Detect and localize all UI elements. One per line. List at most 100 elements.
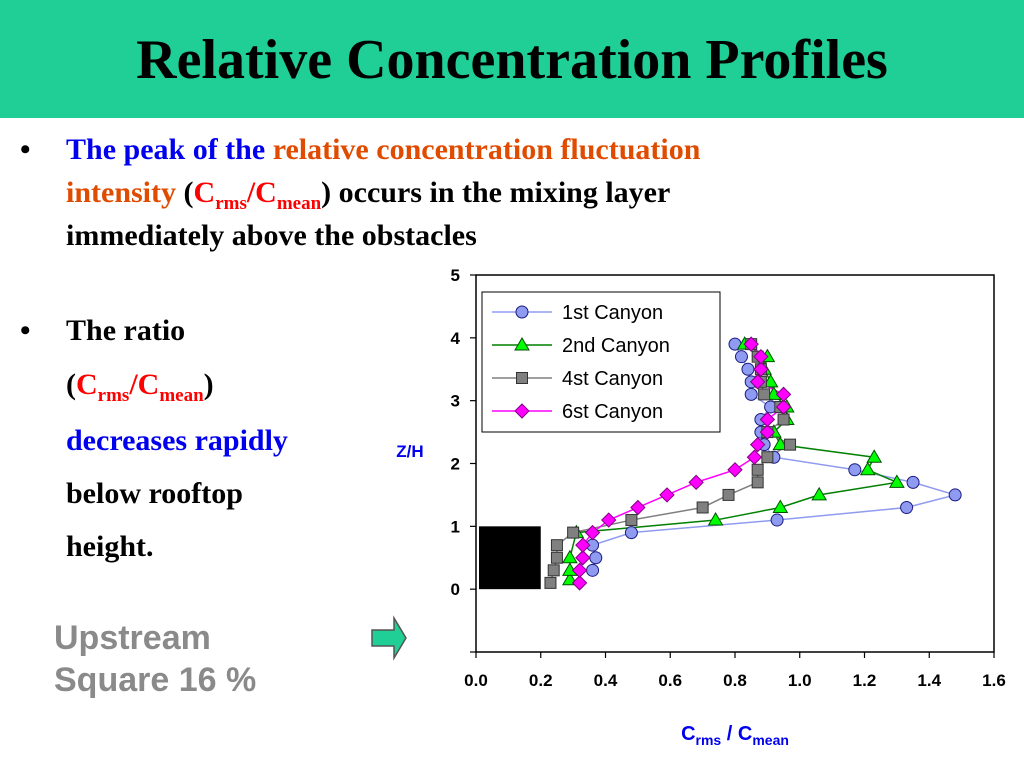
4st-canyon-point <box>625 514 638 527</box>
y-tick-label: 1 <box>451 517 460 536</box>
2nd-canyon-point <box>772 499 789 513</box>
2nd-canyon-point <box>772 436 789 451</box>
1st-canyon-point <box>848 463 862 477</box>
x-label-c: C <box>681 723 695 745</box>
2nd-canyon-point <box>866 449 883 463</box>
bullet-1-line-3: immediately above the obstacles <box>66 219 477 252</box>
6st-canyon-point <box>749 374 766 390</box>
y-tick-label: 2 <box>451 455 460 474</box>
1st-canyon-point <box>624 526 638 540</box>
4st-canyon-point <box>722 488 735 501</box>
y-tick-label: 5 <box>451 266 460 285</box>
paren-close: ) <box>321 176 332 209</box>
2nd-canyon-point <box>562 549 578 564</box>
1st-canyon-point <box>741 362 755 376</box>
6st-canyon-point <box>575 550 591 566</box>
4st-canyon-point <box>751 463 764 476</box>
6st-canyon-point <box>727 462 743 478</box>
bullet-1-line-1: The peak of the relative concentration f… <box>66 128 700 171</box>
upstream-line-1: Upstream <box>54 619 211 657</box>
6st-canyon-point <box>688 474 704 491</box>
6st-canyon-point <box>575 537 591 553</box>
bullet-2-line-4: below rooftop <box>66 477 243 510</box>
legend-label-2nd-canyon: 2nd Canyon <box>562 335 670 357</box>
bullet-2-line-2: (Crms/Cmean) <box>66 368 214 407</box>
bullet-1-text-b: relative concentration fluctuation <box>272 133 701 166</box>
paren-open: ( <box>66 368 76 401</box>
legend-marker-1st-canyon <box>515 305 529 319</box>
bullet-2-line-3: decreases rapidly <box>66 424 288 457</box>
4st-canyon-point <box>761 451 774 464</box>
x-tick-label: 0.2 <box>529 671 553 690</box>
x-label-rms: rms <box>696 732 722 748</box>
legend-marker-2nd-canyon <box>514 337 530 351</box>
y-tick-label: 0 <box>451 580 460 599</box>
y-tick-label: 4 <box>451 329 461 348</box>
x-axis-label: Crms / Cmean <box>681 723 789 748</box>
y-tick-label: 3 <box>451 392 460 411</box>
x-tick-label: 0.0 <box>464 671 488 690</box>
ratio-slash: /C <box>246 176 277 209</box>
2nd-canyon-point <box>707 512 724 526</box>
6st-canyon-point <box>743 336 759 352</box>
bullet-2-line-1: The ratio <box>66 314 186 347</box>
ratio-c: C <box>193 176 216 209</box>
6st-canyon-point <box>759 411 776 428</box>
ratio-rms: rms <box>215 193 247 214</box>
obstacle-block <box>479 526 541 590</box>
legend-marker-4st-canyon <box>516 372 528 384</box>
6st-canyon-point <box>753 361 769 377</box>
6st-canyon-point <box>759 424 776 440</box>
4st-canyon-point <box>550 539 563 552</box>
4st-canyon-point <box>567 526 580 539</box>
1st-canyon-point <box>744 387 758 401</box>
ratio-slash: /C <box>129 368 160 401</box>
bullet-marker: • <box>20 133 31 166</box>
title-bar <box>0 0 1024 118</box>
4st-canyon-point <box>547 564 560 577</box>
paren-open: ( <box>183 176 194 209</box>
x-tick-label: 1.2 <box>853 671 877 690</box>
x-label-mid: / C <box>721 723 752 745</box>
x-tick-label: 0.6 <box>658 671 682 690</box>
legend-label-1st-canyon: 1st Canyon <box>562 302 663 324</box>
1st-canyon-point <box>906 475 920 489</box>
x-tick-label: 1.4 <box>917 671 941 690</box>
4st-canyon-point <box>544 576 557 589</box>
legend-marker-6st-canyon <box>514 403 530 419</box>
x-tick-label: 1.6 <box>982 671 1006 690</box>
1st-canyon-point <box>900 500 914 514</box>
6st-canyon-point <box>630 499 646 516</box>
1st-canyon-point <box>589 551 603 565</box>
4st-canyon-point <box>696 501 709 514</box>
bullet-1-line-2: intensity (Crms/Cmean) occurs in the mix… <box>66 171 670 225</box>
2nd-canyon-point <box>811 486 828 501</box>
ratio-c: C <box>76 368 98 401</box>
4st-canyon-point <box>784 438 797 451</box>
6st-canyon-point <box>571 575 588 591</box>
6st-canyon-point <box>659 487 675 503</box>
x-tick-label: 0.8 <box>723 671 747 690</box>
x-label-mean: mean <box>752 732 789 748</box>
1st-canyon-point <box>948 488 962 502</box>
bullet-1-text-a: The peak of the <box>66 133 266 166</box>
bullet-2-line-5: height. <box>66 530 154 563</box>
ratio-mean: mean <box>159 385 204 406</box>
bullet-1-text-c: intensity <box>66 176 177 209</box>
1st-canyon-point <box>770 513 784 527</box>
bullet-1-text-d: occurs in the mixing layer <box>338 176 671 209</box>
x-tick-label: 0.4 <box>594 671 618 690</box>
ratio-rms: rms <box>97 385 130 406</box>
6st-canyon-point <box>775 386 792 403</box>
bullet-marker: • <box>20 314 31 347</box>
1st-canyon-point <box>734 350 748 364</box>
2nd-canyon-point <box>762 373 779 388</box>
right-arrow-icon <box>371 615 407 661</box>
4st-canyon-point <box>758 388 771 401</box>
x-tick-label: 1.0 <box>788 671 812 690</box>
4st-canyon-point <box>777 413 790 426</box>
legend-label-4st-canyon: 4st Canyon <box>562 368 663 390</box>
upstream-line-2: Square 16 % <box>54 661 257 699</box>
2nd-canyon-point <box>889 474 905 488</box>
6st-canyon-point <box>571 562 588 579</box>
